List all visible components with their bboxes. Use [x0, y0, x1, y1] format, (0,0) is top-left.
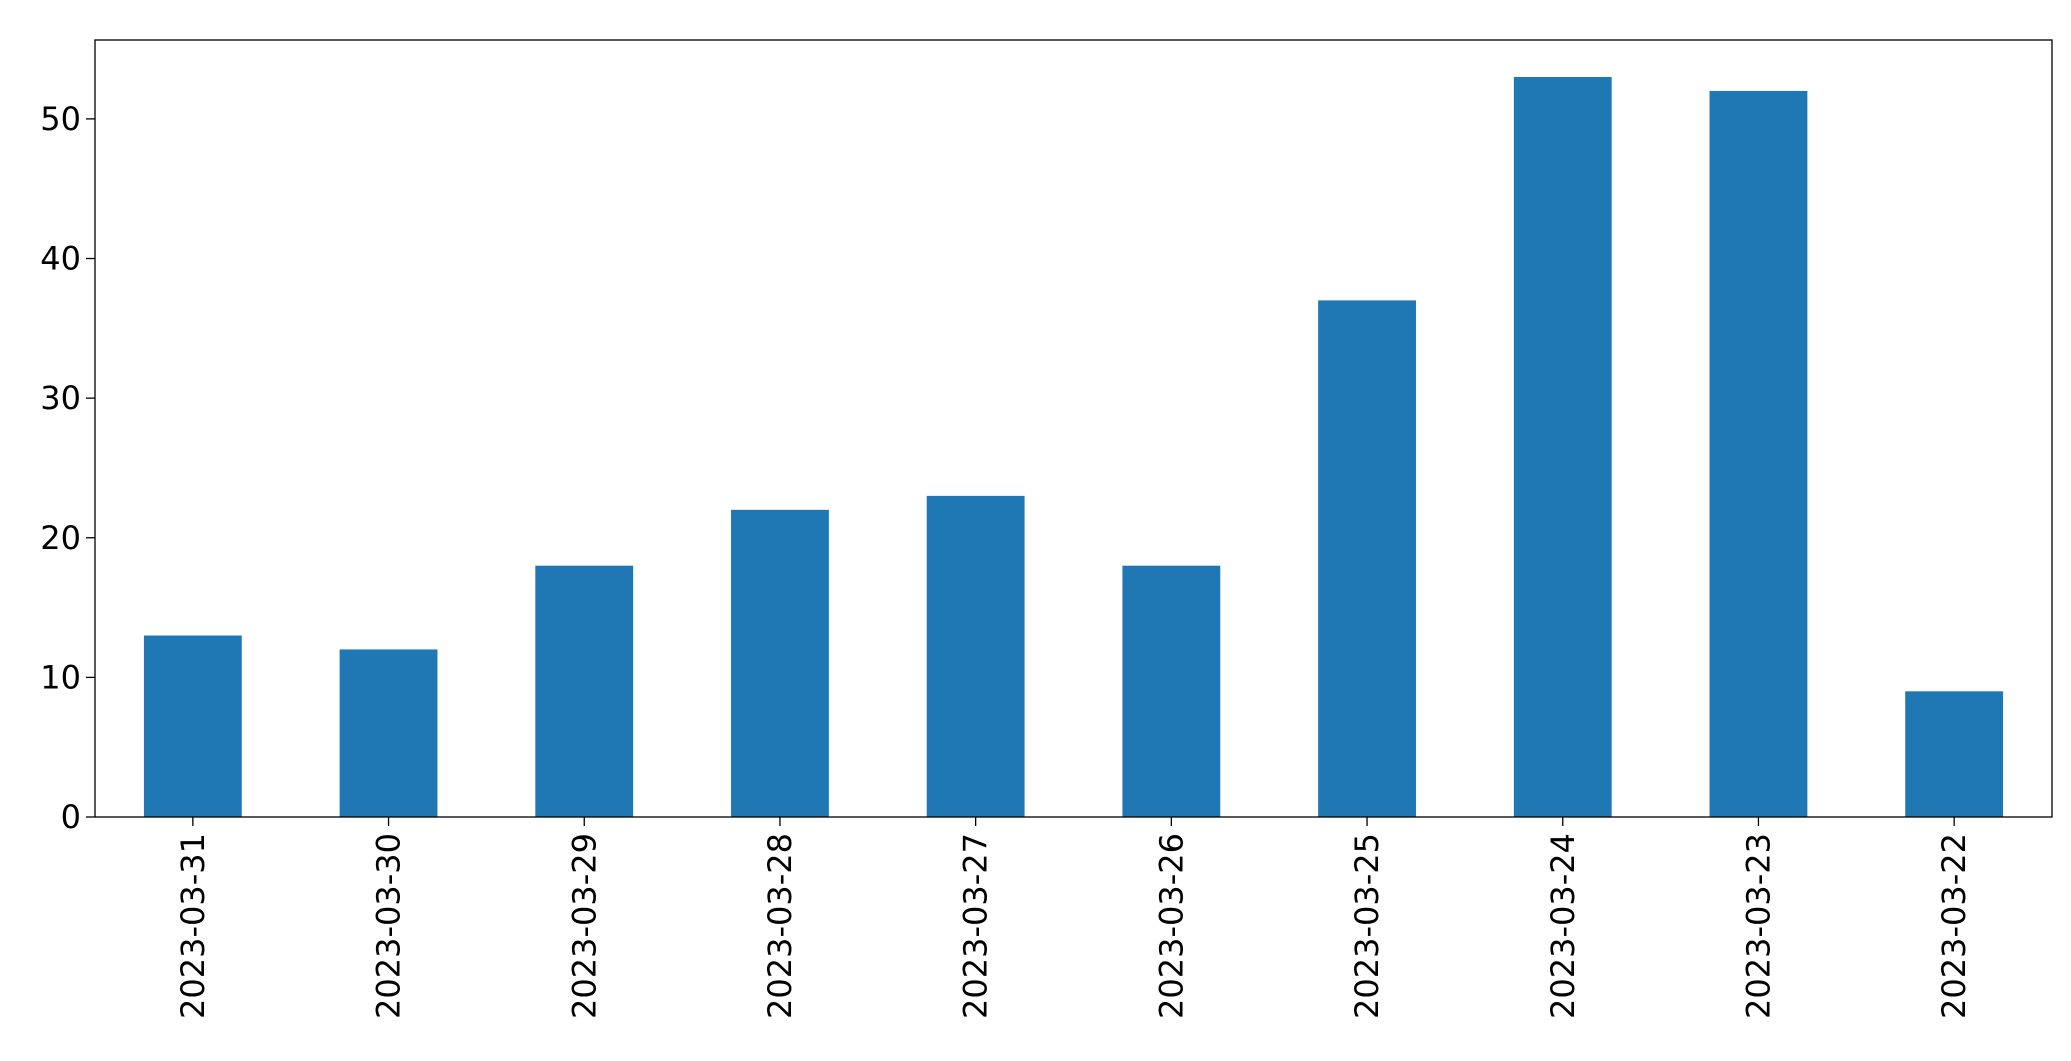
bar [1513, 77, 1612, 817]
bar [535, 565, 634, 817]
x-tick-label: 2023-03-22 [1935, 833, 1973, 1019]
x-tick-label: 2023-03-29 [565, 833, 603, 1019]
x-tick-label: 2023-03-24 [1544, 833, 1582, 1019]
plot-frame [94, 39, 2053, 818]
x-tick-label: 2023-03-27 [957, 833, 995, 1019]
x-tick-label: 2023-03-25 [1348, 833, 1386, 1019]
bar [926, 495, 1025, 817]
x-tick-label: 2023-03-28 [761, 833, 799, 1019]
x-tick-label: 2023-03-30 [370, 833, 408, 1019]
x-tick-label: 2023-03-23 [1739, 833, 1777, 1019]
y-tick-label: 40 [40, 240, 81, 278]
y-tick-label: 0 [61, 798, 81, 836]
bar [339, 649, 438, 817]
bar [143, 635, 242, 817]
y-tick-label: 50 [40, 100, 81, 138]
y-tick-label: 20 [40, 519, 81, 557]
y-tick-label: 30 [40, 379, 81, 417]
x-tick-label: 2023-03-26 [1152, 833, 1190, 1019]
bar [1709, 90, 1808, 817]
y-tick-label: 10 [40, 658, 81, 696]
bar [731, 509, 829, 817]
x-tick-label: 2023-03-31 [174, 833, 212, 1019]
bar [1318, 300, 1416, 817]
bar [1905, 691, 2004, 817]
bar [1122, 565, 1221, 817]
